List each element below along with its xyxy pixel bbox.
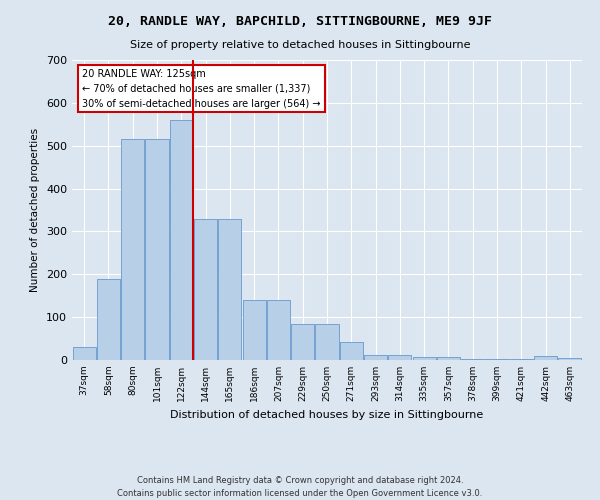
Bar: [170, 120, 193, 360]
Bar: [388, 355, 412, 360]
Text: Size of property relative to detached houses in Sittingbourne: Size of property relative to detached ho…: [130, 40, 470, 50]
Bar: [97, 278, 120, 360]
Bar: [461, 358, 484, 360]
Bar: [194, 220, 217, 360]
Bar: [340, 342, 363, 360]
Bar: [218, 220, 241, 360]
Bar: [73, 347, 95, 360]
Y-axis label: Number of detached properties: Number of detached properties: [31, 128, 40, 292]
Bar: [316, 324, 338, 360]
Bar: [267, 300, 290, 360]
Bar: [413, 356, 436, 360]
Text: 20 RANDLE WAY: 125sqm
← 70% of detached houses are smaller (1,337)
30% of semi-d: 20 RANDLE WAY: 125sqm ← 70% of detached …: [82, 69, 320, 108]
Bar: [510, 358, 533, 360]
Text: 20, RANDLE WAY, BAPCHILD, SITTINGBOURNE, ME9 9JF: 20, RANDLE WAY, BAPCHILD, SITTINGBOURNE,…: [108, 15, 492, 28]
Bar: [291, 324, 314, 360]
Bar: [559, 358, 581, 360]
Text: Contains HM Land Registry data © Crown copyright and database right 2024.
Contai: Contains HM Land Registry data © Crown c…: [118, 476, 482, 498]
Bar: [242, 300, 266, 360]
X-axis label: Distribution of detached houses by size in Sittingbourne: Distribution of detached houses by size …: [170, 410, 484, 420]
Bar: [437, 356, 460, 360]
Bar: [121, 140, 144, 360]
Bar: [534, 356, 557, 360]
Bar: [485, 358, 509, 360]
Bar: [145, 140, 169, 360]
Bar: [364, 355, 387, 360]
